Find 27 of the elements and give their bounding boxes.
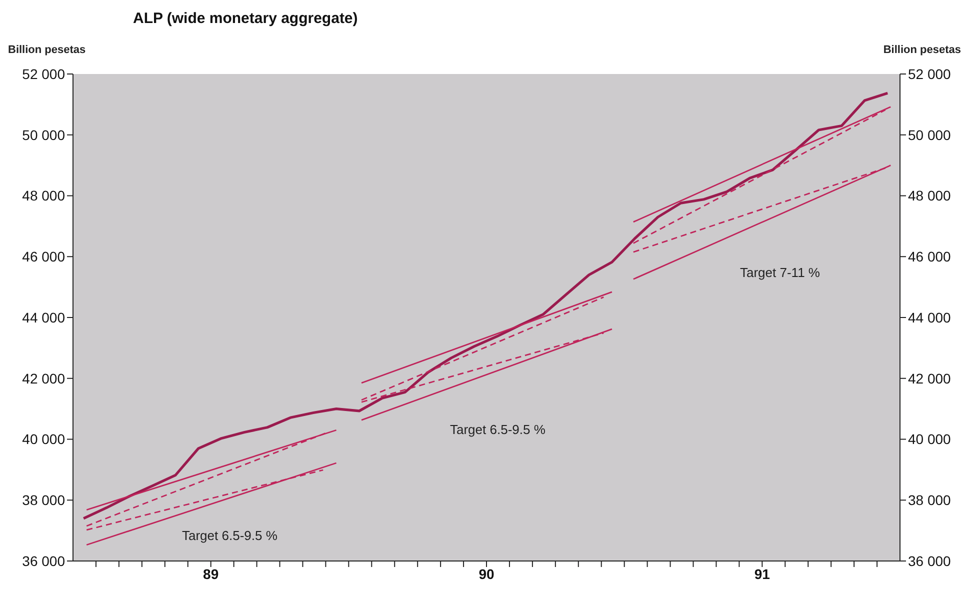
y2-tick-label: 42 000 [908,370,952,386]
y-tick-label: 52 000 [22,66,66,82]
chart-title: ALP (wide monetary aggregate) [133,10,358,27]
y-axis-title: Billion pesetas [8,44,86,56]
y2-tick-label: 40 000 [908,431,952,448]
y-tick-label: 38 000 [22,492,66,508]
y-tick-label: 40 000 [22,431,66,448]
annotation: Target 6.5-9.5 % [182,528,278,543]
y2-tick-label: 48 000 [908,188,952,204]
y2-tick-label: 38 000 [908,492,952,508]
y2-tick-label: 44 000 [908,309,952,326]
y-tick-label: 42 000 [22,370,66,386]
y-tick-label: 46 000 [22,248,66,265]
y-tick-label: 50 000 [22,126,66,143]
x-tick-label: 91 [754,566,770,582]
y-tick-label: 44 000 [22,309,66,326]
annotation: Target 7-11 % [740,265,820,280]
annotation: Target 6.5-9.5 % [450,422,546,437]
y2-tick-label: 52 000 [908,66,952,82]
x-tick-label: 90 [478,566,494,582]
y2-tick-label: 36 000 [908,552,952,569]
y-tick-label: 48 000 [22,188,66,204]
y-tick-label: 36 000 [22,552,66,569]
y2-tick-label: 46 000 [908,248,952,265]
y2-axis-title: Billion pesetas [883,44,961,56]
y2-tick-label: 50 000 [908,126,952,143]
x-tick-label: 89 [203,566,219,582]
